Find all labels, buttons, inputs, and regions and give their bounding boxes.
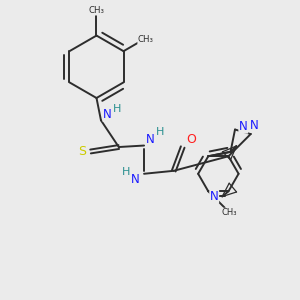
Text: H: H xyxy=(156,127,165,137)
Text: O: O xyxy=(186,133,196,146)
Text: H: H xyxy=(113,104,122,114)
Text: N: N xyxy=(146,133,155,146)
Text: N: N xyxy=(250,119,259,132)
Text: N: N xyxy=(131,172,140,186)
Text: S: S xyxy=(78,145,86,158)
Text: CH₃: CH₃ xyxy=(138,35,154,44)
Text: N: N xyxy=(239,120,248,133)
Text: N: N xyxy=(210,190,219,203)
Text: N: N xyxy=(103,108,112,122)
Text: CH₃: CH₃ xyxy=(88,6,104,15)
Text: CH₃: CH₃ xyxy=(222,208,237,217)
Text: H: H xyxy=(122,167,130,177)
